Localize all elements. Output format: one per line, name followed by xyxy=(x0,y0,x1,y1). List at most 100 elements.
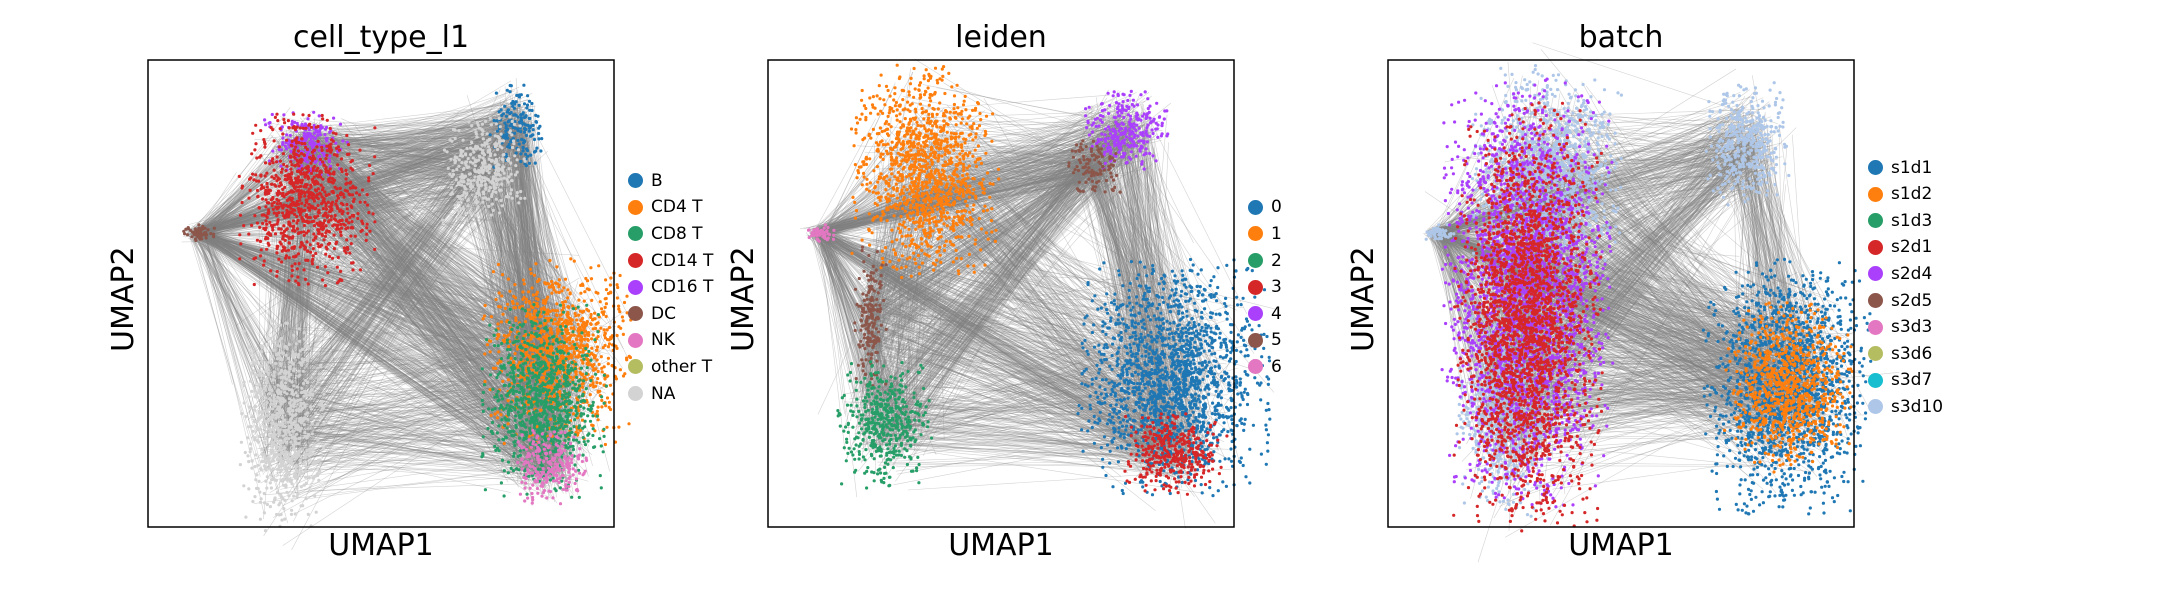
legend-label: 5 xyxy=(1271,330,1282,350)
legend-item: CD4 T xyxy=(628,194,703,220)
legend-marker xyxy=(628,359,643,375)
legend-label: s3d6 xyxy=(1891,344,1932,364)
legend-marker xyxy=(628,199,643,215)
legend-label: 3 xyxy=(1271,277,1282,297)
legend-marker xyxy=(1248,253,1263,269)
legend-label: CD16 T xyxy=(651,277,713,297)
cluster-5 xyxy=(1067,139,1122,194)
legend-marker xyxy=(628,173,643,189)
legend-marker xyxy=(1248,199,1263,215)
legend-item: CD16 T xyxy=(628,274,713,300)
chart-panel-leiden: leiden UMAP1 UMAP2 0 1 2 3 4 5 6 xyxy=(720,0,1410,600)
legend-label: NK xyxy=(651,330,675,350)
legend-marker xyxy=(628,306,643,322)
plot-frame xyxy=(147,59,615,528)
plot-area xyxy=(1387,42,1900,563)
legend-marker xyxy=(1868,319,1883,335)
legend-item: 3 xyxy=(1248,274,1282,300)
legend-item: B xyxy=(628,168,663,194)
x-axis-label: UMAP1 xyxy=(768,528,1234,563)
legend-item: DC xyxy=(628,301,676,327)
chart-title: leiden xyxy=(768,20,1234,55)
legend-marker xyxy=(1868,346,1883,362)
legend-marker xyxy=(1248,226,1263,242)
legend-label: s2d1 xyxy=(1891,237,1932,257)
y-axis-label: UMAP2 xyxy=(726,246,761,352)
y-axis-label: UMAP2 xyxy=(106,246,141,352)
cluster-cd14-t xyxy=(237,112,377,288)
cluster-5 xyxy=(853,245,888,388)
legend-label: 2 xyxy=(1271,251,1282,271)
plot-area xyxy=(767,58,1276,529)
legend-label: B xyxy=(651,171,663,191)
legend-marker xyxy=(1868,372,1883,388)
legend-label: CD14 T xyxy=(651,251,713,271)
legend-marker xyxy=(1868,399,1883,415)
legend-item: s2d1 xyxy=(1868,234,1932,260)
legend-label: s1d3 xyxy=(1891,211,1932,231)
legend-marker xyxy=(628,253,643,269)
legend-label: other T xyxy=(651,357,712,377)
legend-item: s1d3 xyxy=(1868,208,1932,234)
legend-item: s2d4 xyxy=(1868,261,1932,287)
legend-marker xyxy=(1868,266,1883,282)
legend-item: s1d1 xyxy=(1868,155,1932,181)
legend-marker xyxy=(1248,332,1263,348)
legend-marker xyxy=(1868,213,1883,229)
cluster-s3d10 xyxy=(1704,81,1791,207)
legend-marker xyxy=(1248,279,1263,295)
legend-item: s3d10 xyxy=(1868,394,1943,420)
legend-label: s3d3 xyxy=(1891,317,1932,337)
legend-marker xyxy=(1868,239,1883,255)
legend-item: 0 xyxy=(1248,194,1282,220)
cluster-cd8-t xyxy=(480,303,608,499)
scatter-points xyxy=(1424,64,1873,533)
legend-label: s2d5 xyxy=(1891,291,1932,311)
scatter-points xyxy=(182,83,633,533)
legend-label: s3d10 xyxy=(1891,397,1943,417)
legend-label: 4 xyxy=(1271,304,1282,324)
y-axis-label: UMAP2 xyxy=(1346,246,1381,352)
legend-marker xyxy=(1868,186,1883,202)
chart-panel-batch: batch UMAP1 UMAP2 s1d1 s1d2 s1d3 s2d1 s2d4 s2… xyxy=(1340,0,2030,600)
cluster-4 xyxy=(1084,89,1170,171)
legend-marker xyxy=(1868,160,1883,175)
cluster-dc xyxy=(182,223,216,243)
legend-item: s1d2 xyxy=(1868,181,1932,207)
legend-item: 6 xyxy=(1248,354,1282,380)
legend-item: 4 xyxy=(1248,301,1282,327)
legend-marker xyxy=(1248,306,1263,322)
legend-item: 5 xyxy=(1248,327,1282,353)
cluster-3 xyxy=(1123,412,1229,496)
legend-label: 0 xyxy=(1271,197,1282,217)
legend-item: s3d3 xyxy=(1868,314,1932,340)
cluster-nk xyxy=(516,428,589,506)
legend-item: CD14 T xyxy=(628,248,713,274)
legend-label: 6 xyxy=(1271,357,1282,377)
cluster-s3d10 xyxy=(1424,223,1456,241)
legend-item: CD8 T xyxy=(628,221,703,247)
plot-frame xyxy=(767,59,1235,528)
legend-item: 2 xyxy=(1248,248,1282,274)
cluster-s2d1 xyxy=(1452,101,1604,533)
legend-item: s2d5 xyxy=(1868,288,1932,314)
legend-marker xyxy=(1868,293,1883,308)
legend-item: NA xyxy=(628,381,675,407)
legend-label: DC xyxy=(651,304,676,324)
legend-item: s3d7 xyxy=(1868,367,1932,393)
cluster-s1d2 xyxy=(1723,301,1854,474)
legend-marker xyxy=(1248,359,1263,375)
chart-title: batch xyxy=(1388,20,1854,55)
legend-marker xyxy=(628,332,643,348)
cluster-na xyxy=(238,319,326,533)
legend-item: other T xyxy=(628,354,712,380)
chart-title: cell_type_l1 xyxy=(148,20,614,55)
legend-label: CD8 T xyxy=(651,224,703,244)
chart-panel-cell-type: cell_type_l1 UMAP1 UMAP2 B CD4 T CD8 T CD14… xyxy=(100,0,790,600)
x-axis-label: UMAP1 xyxy=(1388,528,1854,563)
legend-label: s1d2 xyxy=(1891,184,1932,204)
legend-label: CD4 T xyxy=(651,197,703,217)
legend-marker xyxy=(628,279,643,295)
plot-area xyxy=(147,59,633,551)
cluster-2 xyxy=(836,360,934,490)
